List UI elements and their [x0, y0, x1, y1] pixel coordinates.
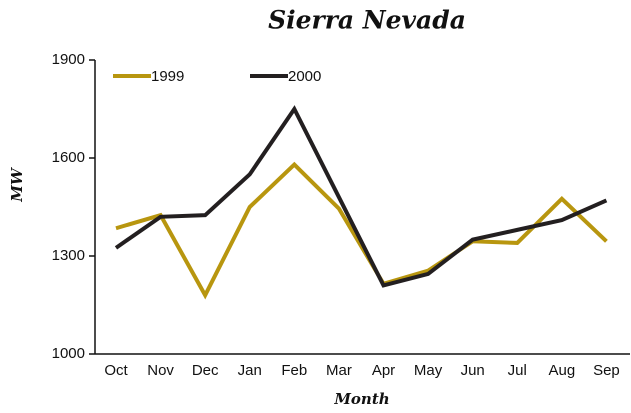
y-tick-label: 1000	[52, 345, 85, 362]
x-tick-label: May	[414, 362, 443, 379]
chart-title: Sierra Nevada	[268, 6, 466, 35]
x-tick-label: Sep	[593, 362, 620, 379]
x-tick-label: Aug	[548, 362, 575, 379]
x-tick-label: Jul	[508, 362, 527, 379]
series-line	[115, 161, 608, 300]
y-tick-label: 1600	[52, 149, 85, 166]
x-tick-label: Jun	[461, 362, 485, 379]
legend-label: 1999	[151, 68, 184, 85]
x-tick-label: Feb	[281, 362, 307, 379]
x-tick-label: Oct	[104, 362, 128, 379]
x-tick-label: Nov	[147, 362, 174, 379]
y-axis-title: MW	[8, 166, 26, 203]
x-tick-label: Apr	[372, 362, 395, 379]
legend-label: 2000	[288, 68, 321, 85]
series-line	[114, 105, 608, 288]
x-tick-label: Dec	[192, 362, 219, 379]
x-axis-title: Month	[333, 390, 389, 408]
y-tick-label: 1300	[52, 247, 85, 264]
y-tick-label: 1900	[52, 51, 85, 68]
x-tick-label: Mar	[326, 362, 352, 379]
x-tick-label: Jan	[238, 362, 262, 379]
